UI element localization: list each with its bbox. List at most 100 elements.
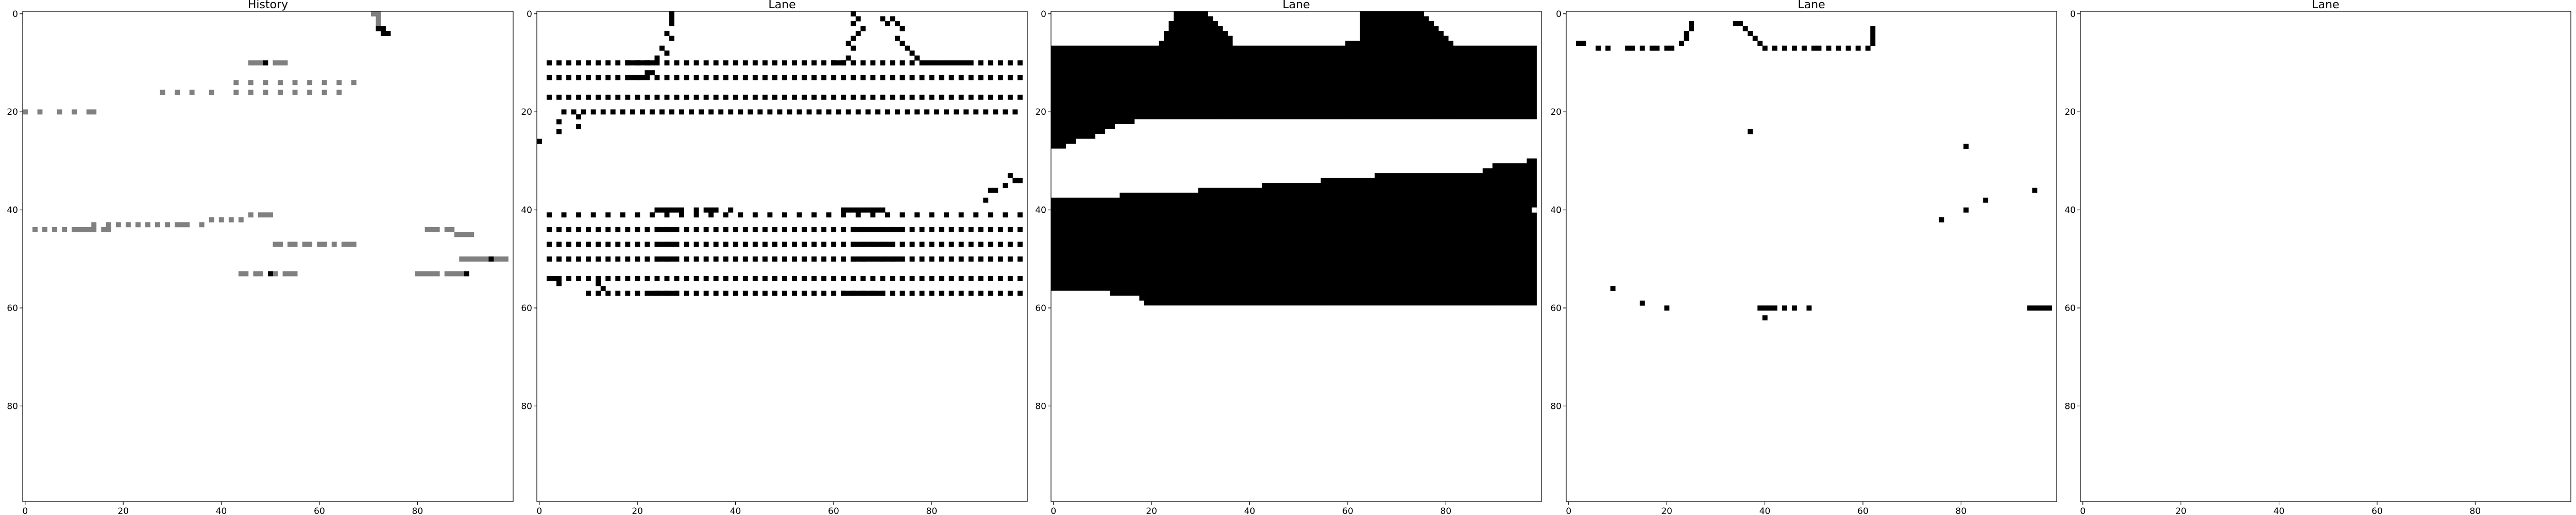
cell-black xyxy=(679,207,684,213)
cell-black xyxy=(821,60,827,66)
cell-gray xyxy=(263,212,268,218)
cell-black xyxy=(860,276,866,281)
cell-black xyxy=(900,212,905,218)
region-block xyxy=(1095,45,1106,134)
cell-black xyxy=(547,94,552,100)
cell-gray xyxy=(248,80,253,85)
cell-black xyxy=(556,227,562,232)
cell-black xyxy=(880,227,886,232)
cell-black xyxy=(625,290,631,296)
cell-black xyxy=(659,109,665,115)
cell-gray xyxy=(464,232,469,237)
cell-gray xyxy=(72,227,77,232)
cell-black xyxy=(547,60,552,66)
cell-black xyxy=(669,227,674,232)
x-tick-label: 0 xyxy=(1566,506,1571,515)
cell-gray xyxy=(415,271,420,277)
cell-black xyxy=(664,256,670,262)
cell-black xyxy=(605,242,611,247)
region-block xyxy=(1482,168,1493,306)
cell-black xyxy=(855,212,861,218)
cell-gray xyxy=(248,60,253,66)
cell-black xyxy=(693,290,699,296)
region-block xyxy=(1105,45,1115,129)
cell-black xyxy=(865,227,871,232)
cell-black xyxy=(958,276,964,281)
cell-black xyxy=(831,290,837,296)
cell-black xyxy=(870,60,876,66)
x-tick-label: 40 xyxy=(2274,506,2285,515)
cell-black xyxy=(708,212,714,218)
cell-black xyxy=(929,60,935,66)
cell-gray xyxy=(155,222,160,228)
cell-black xyxy=(988,60,993,66)
cell-gray xyxy=(454,232,460,237)
cell-black xyxy=(664,227,670,232)
cell-gray xyxy=(145,222,150,228)
cell-black xyxy=(855,31,861,36)
cell-black xyxy=(870,256,876,262)
cell-black xyxy=(742,94,748,100)
cell-black xyxy=(914,55,920,61)
cell-black xyxy=(855,109,861,115)
cell-black xyxy=(860,207,866,213)
cell-gray xyxy=(268,212,273,218)
cell-black xyxy=(919,242,925,247)
cell-black xyxy=(649,60,655,66)
region-block xyxy=(1223,31,1228,119)
cell-gray xyxy=(106,227,111,232)
cell-black xyxy=(939,256,944,262)
cell-gray xyxy=(233,90,239,95)
cell-black xyxy=(537,139,542,144)
cell-black xyxy=(782,227,787,232)
cell-black xyxy=(723,60,728,66)
cell-black xyxy=(939,242,944,247)
cell-black xyxy=(968,256,974,262)
cell-black xyxy=(669,16,674,22)
cell-gray xyxy=(228,217,234,222)
cell-black xyxy=(615,227,621,232)
cell-black xyxy=(988,227,993,232)
cell-gray xyxy=(449,227,455,232)
cell-black xyxy=(855,242,861,247)
cell-black xyxy=(586,290,591,296)
cell-black xyxy=(841,227,846,232)
cell-black xyxy=(831,276,837,281)
cell-gray xyxy=(258,60,263,66)
cell-black xyxy=(1017,227,1023,232)
cell-black xyxy=(831,242,837,247)
cell-black xyxy=(615,256,621,262)
cell-gray xyxy=(469,256,474,262)
cell-black xyxy=(605,276,611,281)
cell-black xyxy=(713,227,719,232)
cell-black xyxy=(723,212,728,218)
x-tick-label: 20 xyxy=(1661,506,1672,515)
cell-black xyxy=(997,227,1003,232)
cell-black xyxy=(929,276,935,281)
cell-black xyxy=(958,60,964,66)
cell-black xyxy=(782,75,787,80)
cell-black xyxy=(865,256,871,262)
cell-black xyxy=(806,109,812,115)
cell-black xyxy=(669,109,674,115)
cell-black xyxy=(851,276,856,281)
region-block xyxy=(1163,31,1169,119)
cell-black xyxy=(772,290,777,296)
cell-black xyxy=(625,276,631,281)
cell-black xyxy=(851,11,856,16)
panel-title: Lane xyxy=(1282,0,1310,11)
cell-black xyxy=(870,94,876,100)
cell-black xyxy=(723,75,728,80)
cell-black xyxy=(547,75,552,80)
cell-gray xyxy=(292,271,298,277)
cell-black xyxy=(963,109,969,115)
cell-black xyxy=(1801,45,1807,51)
cell-gray xyxy=(263,80,268,85)
cell-black xyxy=(556,129,562,134)
cell-black xyxy=(1816,45,1822,51)
cell-black xyxy=(639,60,645,66)
cell-black xyxy=(796,109,802,115)
cell-black xyxy=(821,290,827,296)
cell-black xyxy=(939,276,944,281)
